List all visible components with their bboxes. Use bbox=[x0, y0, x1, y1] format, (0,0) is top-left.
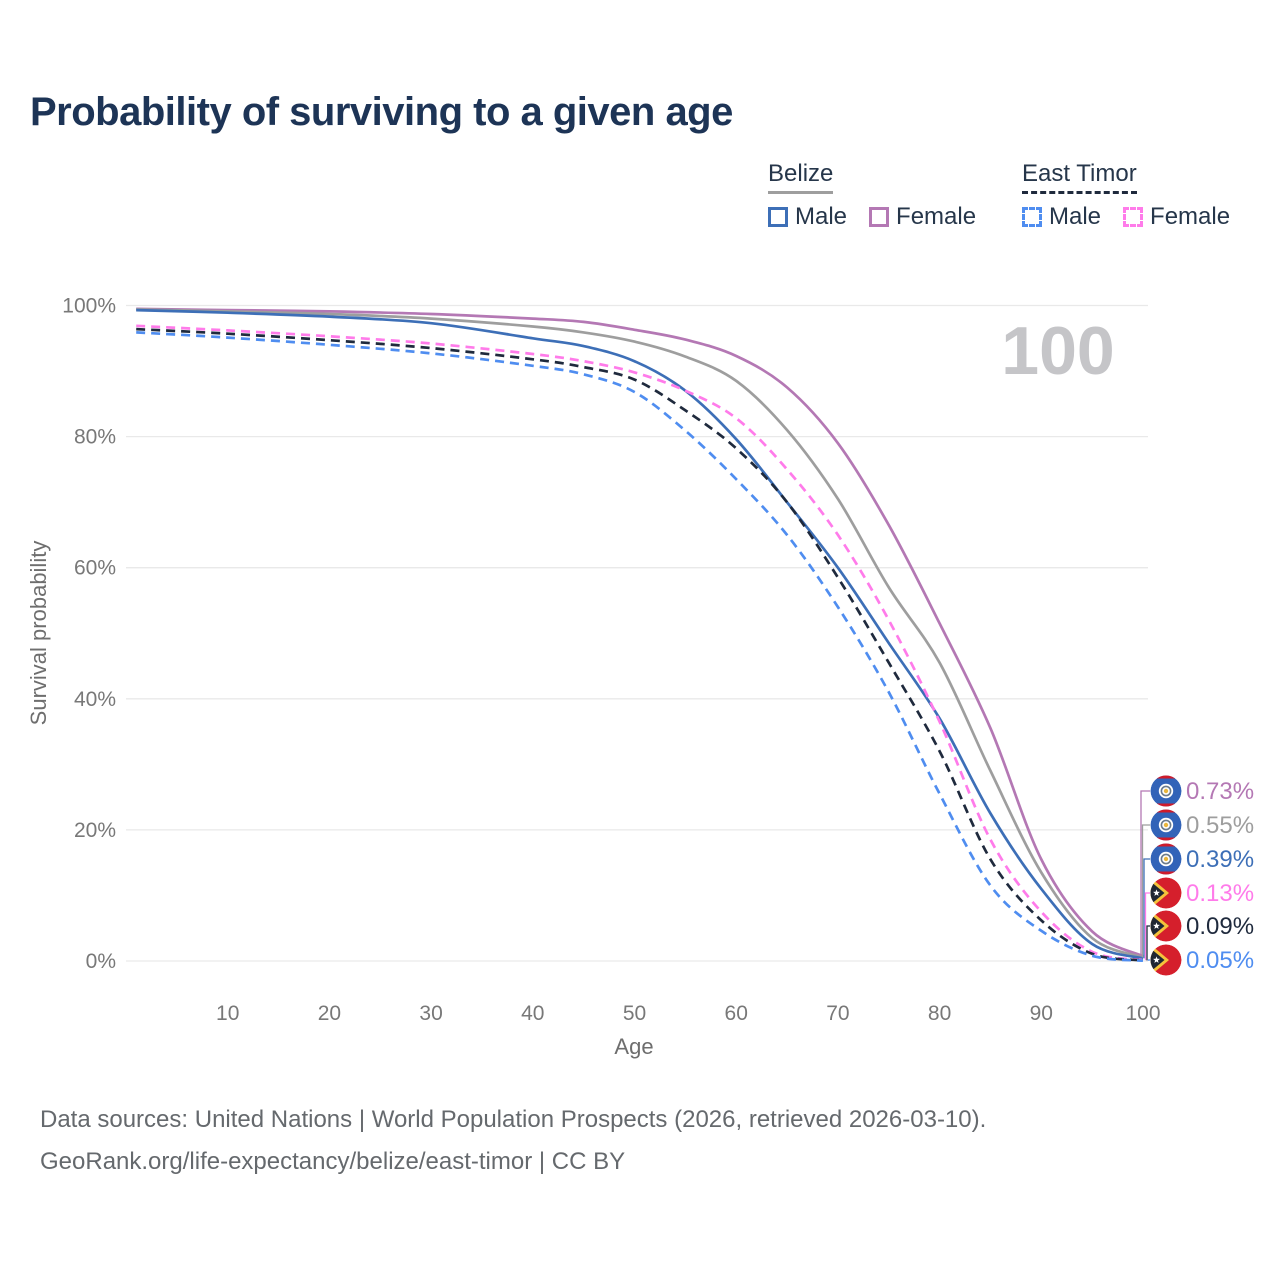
x-tick-label-50: 50 bbox=[623, 1002, 646, 1025]
x-tick-label-30: 30 bbox=[419, 1002, 442, 1025]
series-line-belize-male[interactable] bbox=[136, 308, 1144, 960]
legend-group-belize: Belize Male Female bbox=[768, 160, 998, 231]
end-labels: 0.73% 0.55% 0.39% 0.13% 0.09% 0.05% bbox=[1140, 775, 1254, 976]
legend-checkbox-east-timor-male[interactable] bbox=[1022, 207, 1042, 227]
series-line-east-timor[interactable] bbox=[136, 327, 1144, 962]
x-tick-label-70: 70 bbox=[826, 1002, 849, 1025]
series-line-east-timor-female[interactable] bbox=[136, 324, 1144, 962]
end-label-connector-east-timor bbox=[1146, 925, 1150, 961]
x-tick-label-20: 20 bbox=[318, 1002, 341, 1025]
attribution-note: GeoRank.org/life-expectancy/belize/east-… bbox=[40, 1148, 626, 1175]
end-label-connector-belize bbox=[1141, 824, 1150, 958]
belize-flag-icon bbox=[1150, 809, 1182, 841]
age-watermark: 100 bbox=[1001, 313, 1114, 389]
legend-label-belize-female[interactable]: Female bbox=[896, 203, 977, 230]
page-title: Probability of surviving to a given age bbox=[30, 90, 733, 134]
end-label-value-east-timor-female: 0.13% bbox=[1186, 880, 1254, 907]
end-label-value-belize-female: 0.73% bbox=[1186, 778, 1254, 805]
end-label-value-belize: 0.55% bbox=[1186, 812, 1254, 839]
data-sources-note: Data sources: United Nations | World Pop… bbox=[40, 1106, 987, 1133]
y-tick-label-60: 60% bbox=[74, 557, 116, 580]
legend-header-east-timor: East Timor bbox=[1022, 160, 1137, 194]
y-tick-label-40: 40% bbox=[74, 688, 116, 711]
y-axis-title: Survival probability bbox=[26, 541, 51, 726]
east-timor-flag-icon bbox=[1150, 944, 1182, 976]
east-timor-flag-icon bbox=[1150, 910, 1182, 942]
x-tick-label-80: 80 bbox=[928, 1002, 951, 1025]
legend-group-east-timor: East Timor Male Female bbox=[1022, 160, 1252, 231]
series-line-east-timor-male[interactable] bbox=[136, 331, 1144, 963]
series-line-belize[interactable] bbox=[136, 308, 1144, 959]
end-label-value-east-timor: 0.09% bbox=[1186, 913, 1254, 940]
survival-probability-chart: 0%20%40%60%80%100%10 20 30 40 50 60 70 80 90 100 … bbox=[26, 295, 1254, 1060]
end-label-value-belize-male: 0.39% bbox=[1186, 846, 1254, 873]
end-label-connector-east-timor-male bbox=[1147, 959, 1150, 961]
legend-checkbox-belize-male[interactable] bbox=[768, 207, 788, 227]
y-tick-label-80: 80% bbox=[74, 426, 116, 449]
series-lines bbox=[136, 307, 1144, 963]
x-tick-label-40: 40 bbox=[521, 1002, 544, 1025]
belize-flag-icon bbox=[1150, 775, 1182, 807]
x-tick-label-60: 60 bbox=[725, 1002, 748, 1025]
x-tick-label-10: 10 bbox=[216, 1002, 239, 1025]
east-timor-flag-icon bbox=[1150, 877, 1182, 909]
x-tick-label-90: 90 bbox=[1030, 1002, 1053, 1025]
legend-label-belize-male[interactable]: Male bbox=[795, 203, 848, 230]
y-tick-label-0: 0% bbox=[86, 950, 116, 973]
belize-flag-icon bbox=[1150, 843, 1182, 875]
end-label-connector-belize-female bbox=[1140, 790, 1150, 957]
x-axis-title: Age bbox=[614, 1034, 653, 1059]
gridlines: 0% 20% 40% 60% 80% 100% 10 20 30 40 50 60 70 80 90 100 bbox=[62, 295, 1160, 1026]
x-tick-label-100: 100 bbox=[1125, 1002, 1160, 1025]
y-tick-label-100: 100% bbox=[62, 295, 116, 318]
legend-checkbox-belize-female[interactable] bbox=[869, 207, 890, 227]
series-line-belize-female[interactable] bbox=[136, 307, 1144, 958]
end-label-value-east-timor-male: 0.05% bbox=[1186, 947, 1254, 974]
end-label-connector-belize-male bbox=[1143, 858, 1150, 959]
y-tick-label-20: 20% bbox=[74, 819, 116, 842]
legend-checkbox-east-timor-female[interactable] bbox=[1123, 207, 1144, 227]
end-label-connector-east-timor-female bbox=[1144, 892, 1150, 961]
legend-label-east-timor-female[interactable]: Female bbox=[1150, 203, 1231, 230]
legend-header-belize: Belize bbox=[768, 160, 834, 194]
legend-label-east-timor-male[interactable]: Male bbox=[1049, 203, 1102, 230]
